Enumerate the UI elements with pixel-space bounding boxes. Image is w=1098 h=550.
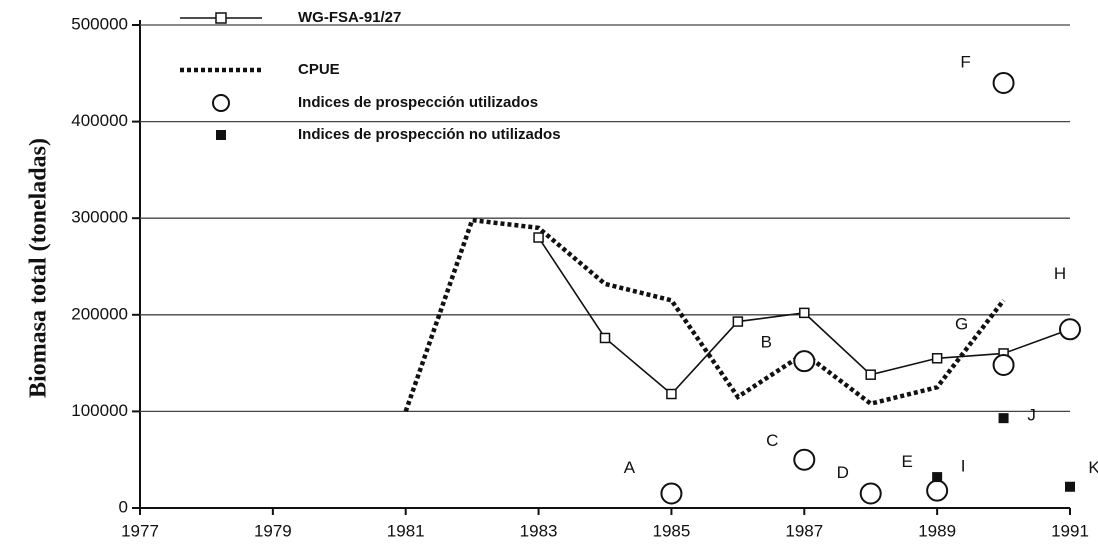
y-tick-label: 100000 [71, 401, 128, 420]
point [533, 232, 544, 243]
point [1059, 318, 1081, 341]
legend-label: WG-FSA-91/27 [298, 9, 401, 26]
x-tick-label: 1979 [254, 521, 292, 540]
point-label: G [955, 315, 968, 334]
x-tick-label: 1985 [653, 521, 691, 540]
point [926, 479, 949, 502]
legend-label: CPUE [298, 61, 340, 78]
y-axis-label: Biomasa total (toneladas) [26, 138, 52, 398]
point-label: D [837, 463, 849, 482]
point [992, 71, 1015, 94]
x-tick-label: 1991 [1051, 521, 1089, 540]
point [732, 316, 744, 327]
point [859, 482, 882, 505]
x-tick-label: 1981 [387, 521, 425, 540]
point [865, 369, 876, 380]
x-tick-label: 1983 [520, 521, 558, 540]
legend-marker [212, 94, 230, 112]
point-label: F [960, 52, 970, 71]
legend-marker [216, 130, 226, 140]
point [931, 353, 943, 364]
point-label: J [1027, 406, 1036, 425]
legend-label: Indices de prospección utilizados [298, 94, 538, 111]
point-label: I [961, 457, 966, 476]
x-tick-label: 1977 [121, 521, 159, 540]
point [666, 388, 677, 400]
y-tick-label: 200000 [71, 304, 128, 323]
point [660, 482, 683, 505]
y-tick-label: 300000 [71, 208, 128, 227]
point [998, 413, 1009, 424]
point-label: K [1088, 458, 1098, 477]
legend-label: Indices de prospección no utilizados [298, 126, 561, 143]
x-tick-label: 1989 [918, 521, 956, 540]
point [1065, 481, 1075, 492]
x-tick-label: 1987 [785, 521, 823, 540]
point-label: H [1054, 264, 1066, 283]
y-tick-label: 0 [119, 497, 128, 516]
point-label: B [761, 333, 772, 352]
point [992, 354, 1015, 377]
point [799, 307, 810, 319]
point-label: A [624, 458, 636, 477]
y-tick-label: 500000 [71, 14, 128, 33]
point [599, 332, 611, 344]
series-line [403, 217, 1006, 413]
point-label: C [766, 431, 778, 450]
point [793, 448, 816, 471]
y-tick-label: 400000 [71, 111, 128, 130]
point [932, 472, 943, 483]
legend-marker [215, 12, 227, 24]
point-label: E [901, 452, 912, 471]
point [793, 350, 816, 373]
